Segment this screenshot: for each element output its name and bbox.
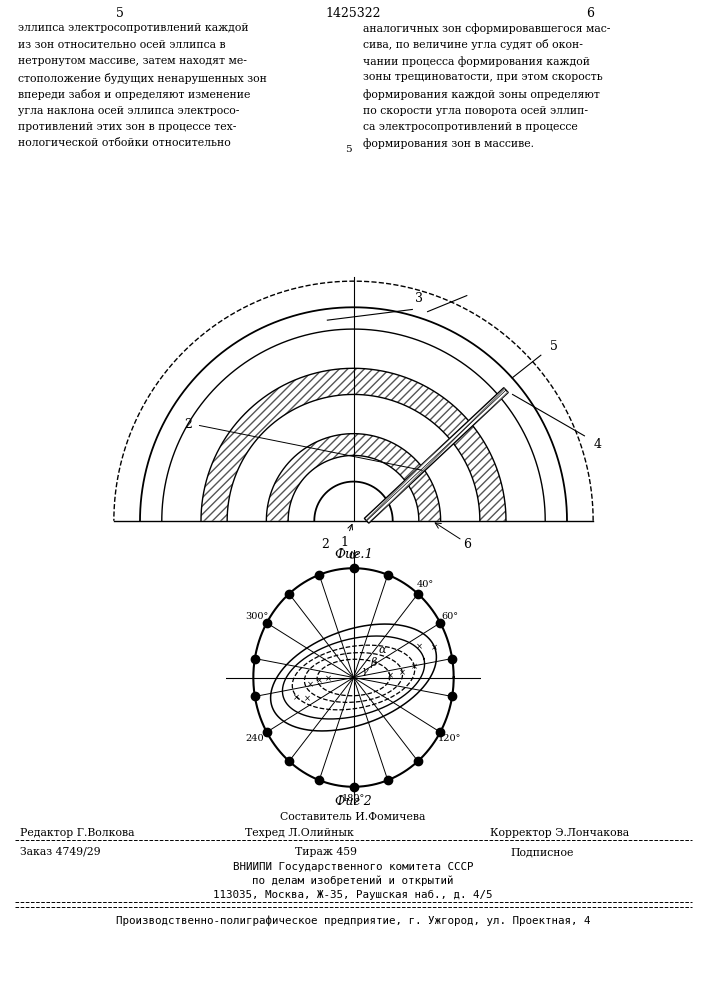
Text: 5: 5: [550, 340, 558, 353]
Text: 0°: 0°: [348, 552, 359, 561]
Text: Производственно-полиграфическое предприятие, г. Ужгород, ул. Проектная, 4: Производственно-полиграфическое предприя…: [116, 915, 590, 926]
Text: 3: 3: [415, 292, 423, 305]
Text: 240°: 240°: [245, 734, 269, 743]
Polygon shape: [364, 388, 508, 523]
Text: Фиг 2: Фиг 2: [335, 795, 372, 808]
Text: 40°: 40°: [416, 580, 433, 589]
Text: γ: γ: [362, 666, 368, 676]
Text: впереди забоя и определяют изменение: впереди забоя и определяют изменение: [18, 89, 250, 100]
Text: Редактор Г.Волкова: Редактор Г.Волкова: [20, 828, 134, 838]
Text: зоны трещиноватости, при этом скорость: зоны трещиноватости, при этом скорость: [363, 73, 603, 83]
Text: эллипса электросопротивлений каждой: эллипса электросопротивлений каждой: [18, 23, 249, 33]
Text: 2: 2: [184, 418, 192, 431]
Text: противлений этих зон в процессе тех-: противлений этих зон в процессе тех-: [18, 122, 236, 132]
Text: Тираж 459: Тираж 459: [295, 847, 357, 857]
Text: аналогичных зон сформировавшегося мас-: аналогичных зон сформировавшегося мас-: [363, 23, 610, 34]
Text: формирования каждой зоны определяют: формирования каждой зоны определяют: [363, 89, 600, 100]
Text: ×: ×: [304, 695, 311, 704]
Text: чании процесса формирования каждой: чании процесса формирования каждой: [363, 56, 590, 67]
Text: нологической отбойки относительно: нологической отбойки относительно: [18, 138, 230, 148]
Text: β: β: [370, 657, 377, 668]
Text: са электросопротивлений в процессе: са электросопротивлений в процессе: [363, 122, 578, 132]
Text: ×: ×: [431, 643, 438, 652]
Text: 300°: 300°: [245, 612, 269, 621]
Text: Техред Л.Олийнык: Техред Л.Олийнык: [245, 828, 354, 838]
Text: 180°: 180°: [342, 794, 365, 803]
Polygon shape: [201, 368, 506, 521]
Text: ×: ×: [325, 674, 332, 683]
Text: 6: 6: [586, 7, 594, 20]
Text: 4: 4: [593, 438, 602, 451]
Text: Составитель И.Фомичева: Составитель И.Фомичева: [280, 812, 426, 822]
Text: Подписное: Подписное: [510, 847, 573, 857]
Text: 120°: 120°: [438, 734, 462, 743]
Text: стоположение будущих ненарушенных зон: стоположение будущих ненарушенных зон: [18, 73, 267, 84]
Text: Заказ 4749/29: Заказ 4749/29: [20, 847, 100, 857]
Text: ×: ×: [416, 642, 423, 651]
Text: 5: 5: [345, 145, 351, 154]
Text: ×: ×: [308, 681, 315, 690]
Text: 113035, Москва, Ж-35, Раушская наб., д. 4/5: 113035, Москва, Ж-35, Раушская наб., д. …: [214, 890, 493, 900]
Polygon shape: [267, 434, 440, 521]
Text: 1425322: 1425322: [325, 7, 381, 20]
Text: формирования зон в массиве.: формирования зон в массиве.: [363, 138, 534, 149]
Text: угла наклона осей эллипса электросо-: угла наклона осей эллипса электросо-: [18, 105, 240, 115]
Text: из зон относительно осей эллипса в: из зон относительно осей эллипса в: [18, 39, 226, 49]
Text: 5: 5: [116, 7, 124, 20]
Text: 6: 6: [463, 538, 471, 551]
Text: по делам изобретений и открытий: по делам изобретений и открытий: [252, 876, 454, 886]
Text: 2: 2: [321, 538, 329, 551]
Text: α: α: [379, 645, 387, 655]
Text: ×: ×: [399, 669, 406, 678]
Text: сива, по величине угла судят об окон-: сива, по величине угла судят об окон-: [363, 39, 583, 50]
Text: Корректор Э.Лончакова: Корректор Э.Лончакова: [490, 828, 629, 838]
Text: ×: ×: [387, 672, 393, 681]
Text: по скорости угла поворота осей эллип-: по скорости угла поворота осей эллип-: [363, 105, 588, 115]
Text: ×: ×: [411, 662, 418, 671]
Text: ×: ×: [316, 676, 322, 685]
Text: Фиг.1: Фиг.1: [334, 548, 373, 561]
Text: ×: ×: [293, 694, 300, 703]
Text: 60°: 60°: [441, 612, 458, 621]
Text: ВНИИПИ Государственного комитета СССР: ВНИИПИ Государственного комитета СССР: [233, 862, 473, 872]
Text: нетронутом массиве, затем находят ме-: нетронутом массиве, затем находят ме-: [18, 56, 247, 66]
Text: 1: 1: [341, 524, 353, 549]
